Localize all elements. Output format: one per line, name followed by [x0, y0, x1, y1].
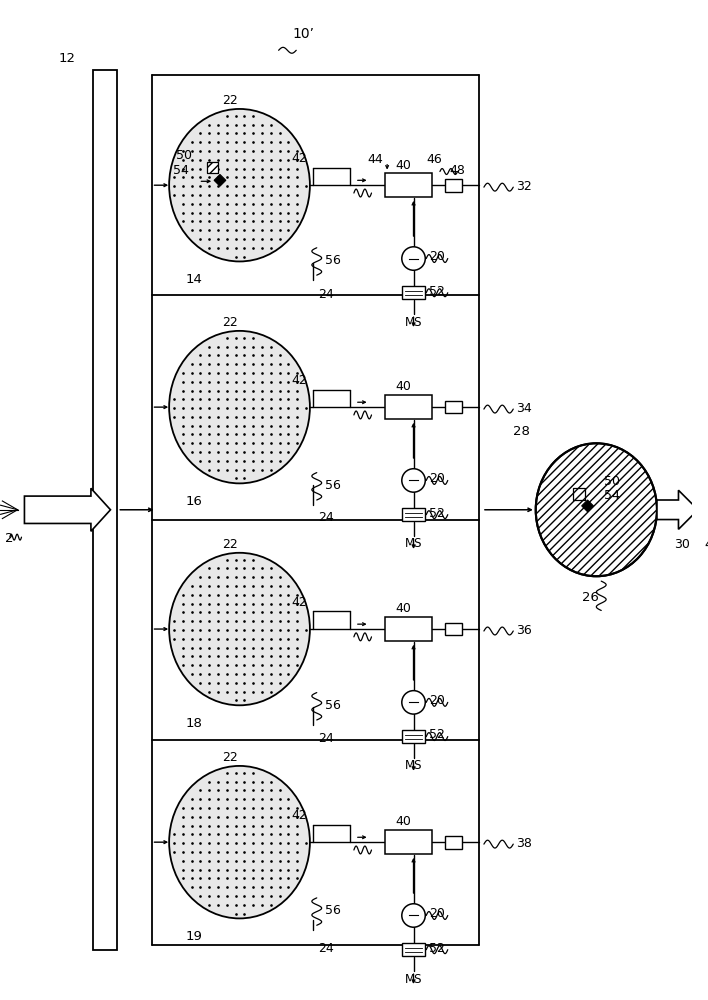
Text: 54: 54: [604, 489, 620, 502]
Text: 24: 24: [318, 732, 333, 745]
Text: MS: MS: [405, 537, 422, 550]
Text: 20: 20: [429, 250, 445, 263]
Bar: [385, 617, 432, 641]
Bar: [573, 488, 585, 500]
Text: 50: 50: [604, 475, 620, 488]
Text: 22: 22: [222, 94, 238, 107]
Circle shape: [402, 691, 426, 714]
Text: 56: 56: [324, 254, 341, 267]
Text: 20: 20: [429, 694, 445, 707]
Text: 44: 44: [367, 153, 383, 166]
Bar: [385, 395, 432, 419]
Text: 2: 2: [5, 532, 13, 545]
Circle shape: [402, 904, 426, 927]
Text: 48: 48: [450, 164, 466, 177]
Text: MS: MS: [405, 316, 422, 329]
Text: 36: 36: [516, 624, 532, 637]
Text: 52: 52: [429, 728, 445, 741]
Text: 40: 40: [396, 815, 411, 828]
Text: 24: 24: [318, 288, 333, 301]
Text: 19: 19: [185, 930, 202, 943]
Bar: [573, 488, 585, 500]
Text: MS: MS: [405, 973, 422, 986]
Bar: [402, 286, 426, 299]
Ellipse shape: [536, 443, 657, 576]
Text: 40: 40: [396, 380, 411, 393]
Text: 30: 30: [675, 538, 690, 551]
Text: 42: 42: [291, 809, 307, 822]
Bar: [402, 508, 426, 521]
Text: 52: 52: [429, 942, 445, 955]
Text: 38: 38: [516, 837, 532, 850]
Text: 26: 26: [582, 591, 598, 604]
Bar: [445, 836, 462, 849]
Bar: [402, 943, 426, 956]
Circle shape: [402, 469, 426, 492]
Polygon shape: [657, 490, 698, 529]
Text: 22: 22: [222, 751, 238, 764]
Text: 24: 24: [318, 511, 333, 524]
Ellipse shape: [169, 109, 310, 261]
Text: 56: 56: [324, 479, 341, 492]
Ellipse shape: [169, 766, 310, 918]
Text: 40: 40: [396, 602, 411, 615]
Polygon shape: [25, 488, 110, 531]
Text: 16: 16: [185, 495, 202, 508]
Text: 22: 22: [222, 538, 238, 551]
Text: 32: 32: [516, 180, 532, 193]
Text: 40: 40: [396, 159, 411, 172]
Text: 56: 56: [324, 699, 341, 712]
Text: 28: 28: [513, 425, 530, 438]
Bar: [385, 830, 432, 854]
Bar: [207, 162, 217, 173]
Bar: [402, 730, 426, 743]
Text: 22: 22: [222, 316, 238, 329]
Bar: [445, 179, 462, 192]
Text: 18: 18: [185, 717, 202, 730]
Text: 52: 52: [429, 285, 445, 298]
Text: 42: 42: [291, 596, 307, 609]
Ellipse shape: [169, 331, 310, 483]
Text: 42: 42: [291, 374, 307, 387]
Ellipse shape: [169, 553, 310, 705]
Text: 12: 12: [59, 52, 76, 65]
Text: 24: 24: [318, 942, 333, 955]
Circle shape: [402, 247, 426, 270]
Bar: [385, 173, 432, 197]
Bar: [445, 623, 462, 635]
Polygon shape: [582, 500, 593, 512]
Text: 54: 54: [173, 164, 189, 177]
Bar: [207, 162, 217, 173]
Text: 46: 46: [426, 153, 442, 166]
Text: 14: 14: [185, 273, 202, 286]
Text: 10’: 10’: [292, 27, 314, 41]
Text: MS: MS: [405, 759, 422, 772]
Text: 34: 34: [516, 402, 532, 415]
Bar: [445, 401, 462, 413]
Text: 50: 50: [176, 149, 192, 162]
Text: 56: 56: [324, 904, 341, 917]
Polygon shape: [214, 174, 226, 186]
Bar: [93, 70, 118, 950]
Text: 20: 20: [429, 472, 445, 485]
Text: 20: 20: [429, 907, 445, 920]
Text: 42: 42: [291, 152, 307, 165]
Text: 52: 52: [429, 507, 445, 520]
Text: 4: 4: [704, 538, 708, 551]
